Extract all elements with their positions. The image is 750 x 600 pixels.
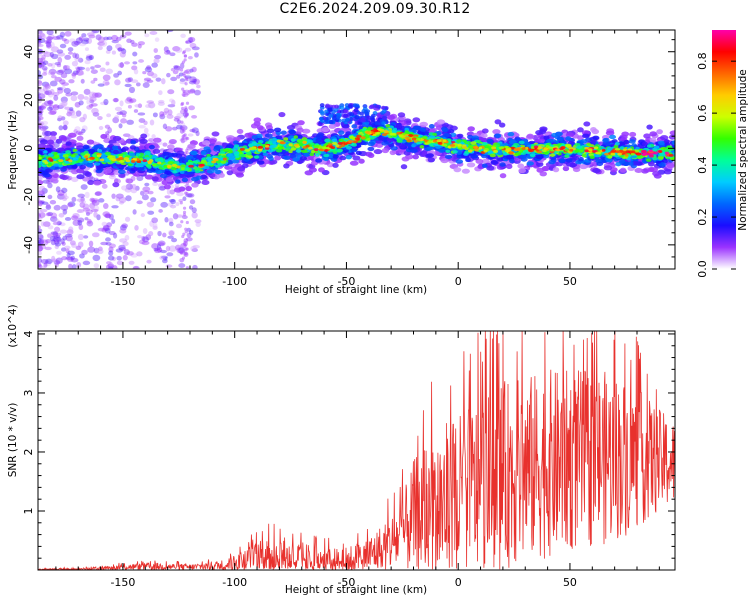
spectrogram-panel: -150 -100 -50 0 50 -40 -20 0 20 40 Height of stra… [7,29,676,296]
colorbar-tick-label: 0.6 [696,104,709,122]
y-tick-label: 0 [22,145,35,152]
snr-x-axis-label: Height of straight line (km) [285,584,427,596]
spectrogram-heatmap [38,30,675,269]
colorbar-tick-label: 0.8 [696,52,709,70]
snr-ticks: -150 -100 -50 0 50 1 2 3 4 [22,330,675,589]
colorbar-tick-label: 0.0 [696,260,709,278]
x-tick-label: 50 [563,275,577,288]
colorbar-gradient [712,30,736,269]
spectrogram-ticks: -150 -100 -50 0 50 -40 -20 0 20 40 [22,30,675,288]
x-tick-label: -150 [110,576,135,589]
y-tick-label: 1 [22,507,35,514]
x-tick-label: 0 [455,275,462,288]
x-tick-label: -100 [222,576,247,589]
colorbar-label: Normalized spectral amplitude [737,69,749,230]
x-tick-label: -150 [110,275,135,288]
y-tick-label: 2 [22,448,35,455]
snr-panel: -150 -100 -50 0 50 1 2 3 4 Height of straight li… [7,304,676,596]
x-tick-label: -50 [337,576,355,589]
spectrogram-x-axis-label: Height of straight line (km) [285,284,427,296]
x-tick-label: 50 [563,576,577,589]
x-tick-label: -50 [337,275,355,288]
snr-series-line [38,331,675,570]
x-tick-label: -100 [222,275,247,288]
colorbar-tick-label: 0.2 [696,208,709,226]
y-tick-label: 20 [22,93,35,107]
y-tick-label: -40 [22,236,35,254]
spectrogram-y-axis-label: Frequency (Hz) [7,110,19,189]
colorbar-ticks: 0.0 0.2 0.4 0.6 0.8 [696,52,736,278]
snr-frame [37,330,676,571]
colorbar-tick-label: 0.4 [696,156,709,174]
y-tick-label: -20 [22,188,35,206]
y-tick-label: 3 [22,389,35,396]
snr-y-axis-label: SNR (10 * v/v) [7,403,19,478]
spectrogram-frame [37,29,676,270]
y-tick-label: 40 [22,45,35,59]
colorbar: 0.0 0.2 0.4 0.6 0.8 Normalized spectral ampl… [696,30,749,278]
chart-title: C2E6.2024.209.09.30.R12 [279,1,471,17]
x-tick-label: 0 [455,576,462,589]
snr-y-multiplier: (x10^4) [7,304,19,347]
y-tick-label: 4 [22,330,35,337]
